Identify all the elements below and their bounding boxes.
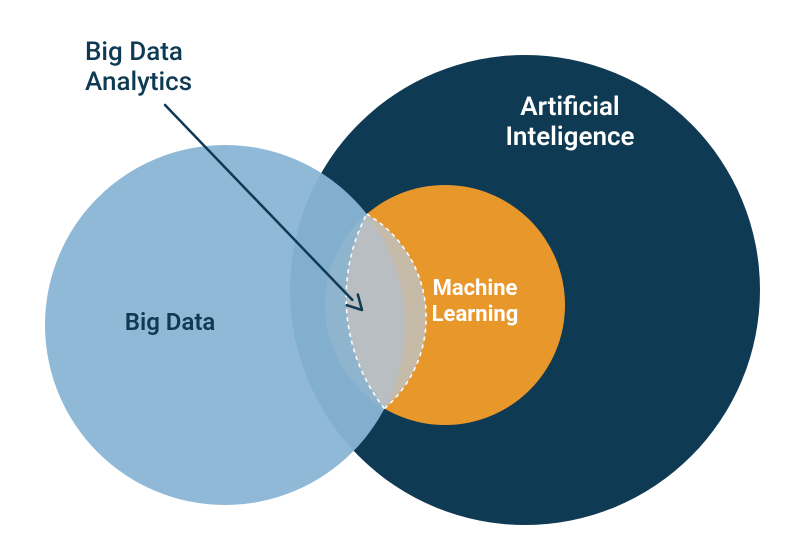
svg-text:Big Data: Big Data: [85, 37, 183, 67]
svg-text:Machine: Machine: [433, 276, 518, 301]
ml-label: MachineLearning: [432, 276, 519, 327]
svg-text:Big Data: Big Data: [125, 308, 216, 336]
ai-label: ArtificialInteligence: [505, 92, 634, 152]
svg-text:Analytics: Analytics: [85, 67, 192, 97]
svg-text:Artificial: Artificial: [520, 92, 619, 122]
svg-text:Learning: Learning: [432, 302, 519, 327]
venn-diagram: ArtificialInteligence MachineLearning Big …: [0, 0, 800, 555]
callout-label: Big DataAnalytics: [85, 37, 192, 97]
bigdata-label: Big Data: [125, 308, 216, 336]
svg-text:Inteligence: Inteligence: [505, 122, 634, 152]
